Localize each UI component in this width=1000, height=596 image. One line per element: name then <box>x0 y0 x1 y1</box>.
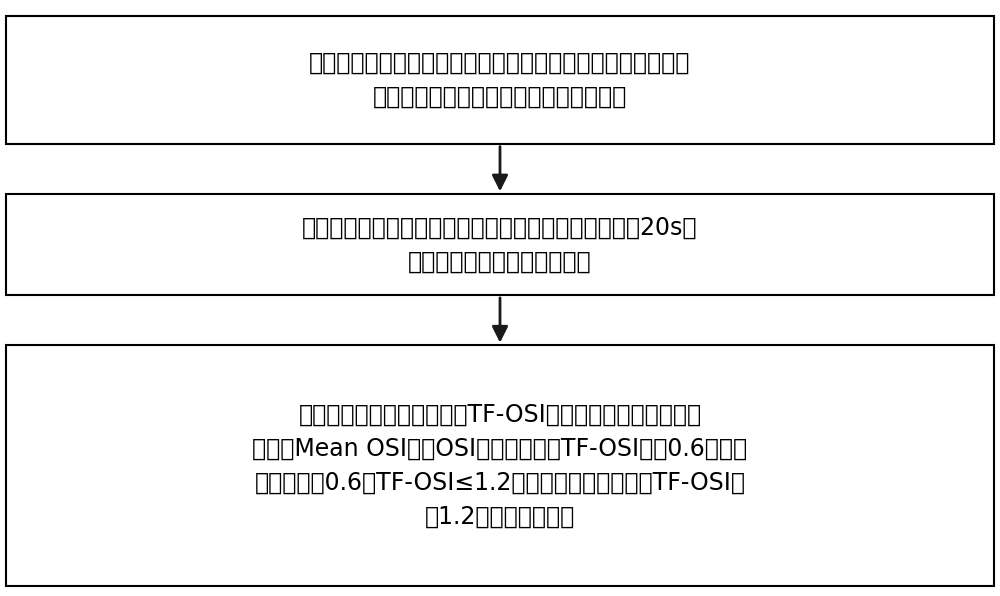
Text: 第一步、被检者眼睛充分休息后，使用摄像模块进行检测，且: 第一步、被检者眼睛充分休息后，使用摄像模块进行检测，且 <box>309 51 691 75</box>
Text: 计算：Mean OSI减去OSI得到的数值；TF-OSI值＜0.6时，属: 计算：Mean OSI减去OSI得到的数值；TF-OSI值＜0.6时，属 <box>252 436 748 461</box>
Text: ＞1.2，属于干眼状态: ＞1.2，属于干眼状态 <box>425 505 575 529</box>
Bar <box>6 16 994 144</box>
Bar <box>6 194 994 295</box>
Text: 第三步、经简单换算后可得TF-OSI泪膜动态客观散射指数，: 第三步、经简单换算后可得TF-OSI泪膜动态客观散射指数， <box>298 402 702 427</box>
Text: 摄像模块中包括欧卡斯视觉质量分析算法: 摄像模块中包括欧卡斯视觉质量分析算法 <box>373 85 627 109</box>
Text: 于健康眼；0.6＜TF-OSI≤1.2之间，属于临界干眼；TF-OSI值: 于健康眼；0.6＜TF-OSI≤1.2之间，属于临界干眼；TF-OSI值 <box>255 471 746 495</box>
Text: 第二步、被检者从最后一次瞬目后睁眼注视仪器内视标20s，: 第二步、被检者从最后一次瞬目后睁眼注视仪器内视标20s， <box>302 216 698 240</box>
Text: 在检测过程中尽可能避免瞬目: 在检测过程中尽可能避免瞬目 <box>408 250 592 274</box>
Bar <box>6 346 994 586</box>
